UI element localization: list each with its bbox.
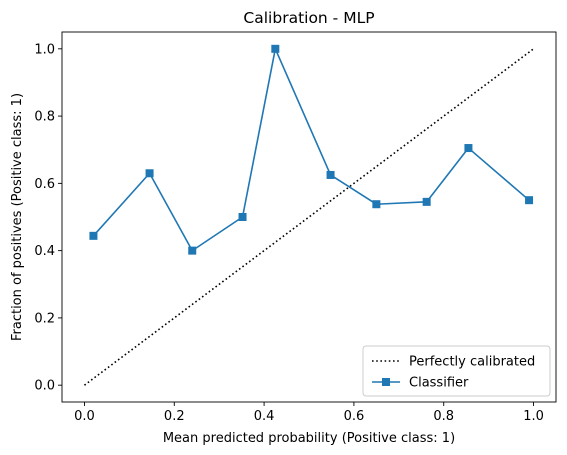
data-point-marker <box>422 197 431 206</box>
data-point-marker <box>372 200 381 209</box>
legend-box <box>362 345 551 397</box>
y-tick-label: 1.0 <box>34 42 55 57</box>
data-point-marker <box>326 170 335 179</box>
y-tick-label: 0.2 <box>34 311 55 326</box>
y-axis-label: Fraction of positives (Positive class: 1… <box>10 93 25 341</box>
data-point-marker <box>145 169 154 178</box>
y-tick-label: 0.0 <box>34 379 55 394</box>
y-axis-ticks: 0.0 0.2 0.4 0.6 0.8 1.0 <box>34 42 62 394</box>
y-tick-label: 0.6 <box>34 177 55 192</box>
x-axis-label: Mean predicted probability (Positive cla… <box>163 431 455 446</box>
data-point-marker <box>188 246 197 255</box>
data-point-marker <box>238 213 247 221</box>
x-tick-label: 0.2 <box>164 409 185 424</box>
series-line-2 <box>92 48 530 252</box>
x-axis-ticks: 0.0 0.2 0.4 0.6 0.8 1.0 <box>74 402 544 424</box>
y-tick-label: 0.4 <box>34 244 55 259</box>
legend: Perfectly calibrated Classifier <box>362 345 551 397</box>
y-tick-label: 0.8 <box>34 110 55 125</box>
series-line-1 <box>83 48 535 386</box>
chart-title: Calibration - MLP <box>243 9 374 27</box>
x-tick-label: 0.6 <box>344 409 365 424</box>
legend-swatch-marker <box>382 378 390 386</box>
legend-entry-label: Perfectly calibrated <box>409 355 535 370</box>
plot-frame <box>61 31 557 403</box>
legend-entry-label: Classifier <box>409 376 469 391</box>
data-point-marker <box>271 44 280 53</box>
data-point-marker <box>464 144 473 153</box>
data-point-marker <box>89 231 98 240</box>
x-tick-label: 0.4 <box>254 409 275 424</box>
x-tick-label: 0.8 <box>433 409 454 424</box>
x-tick-label: 1.0 <box>523 409 544 424</box>
x-tick-label: 0.0 <box>74 409 95 424</box>
plot-area <box>61 31 557 403</box>
data-point-marker <box>525 196 534 205</box>
